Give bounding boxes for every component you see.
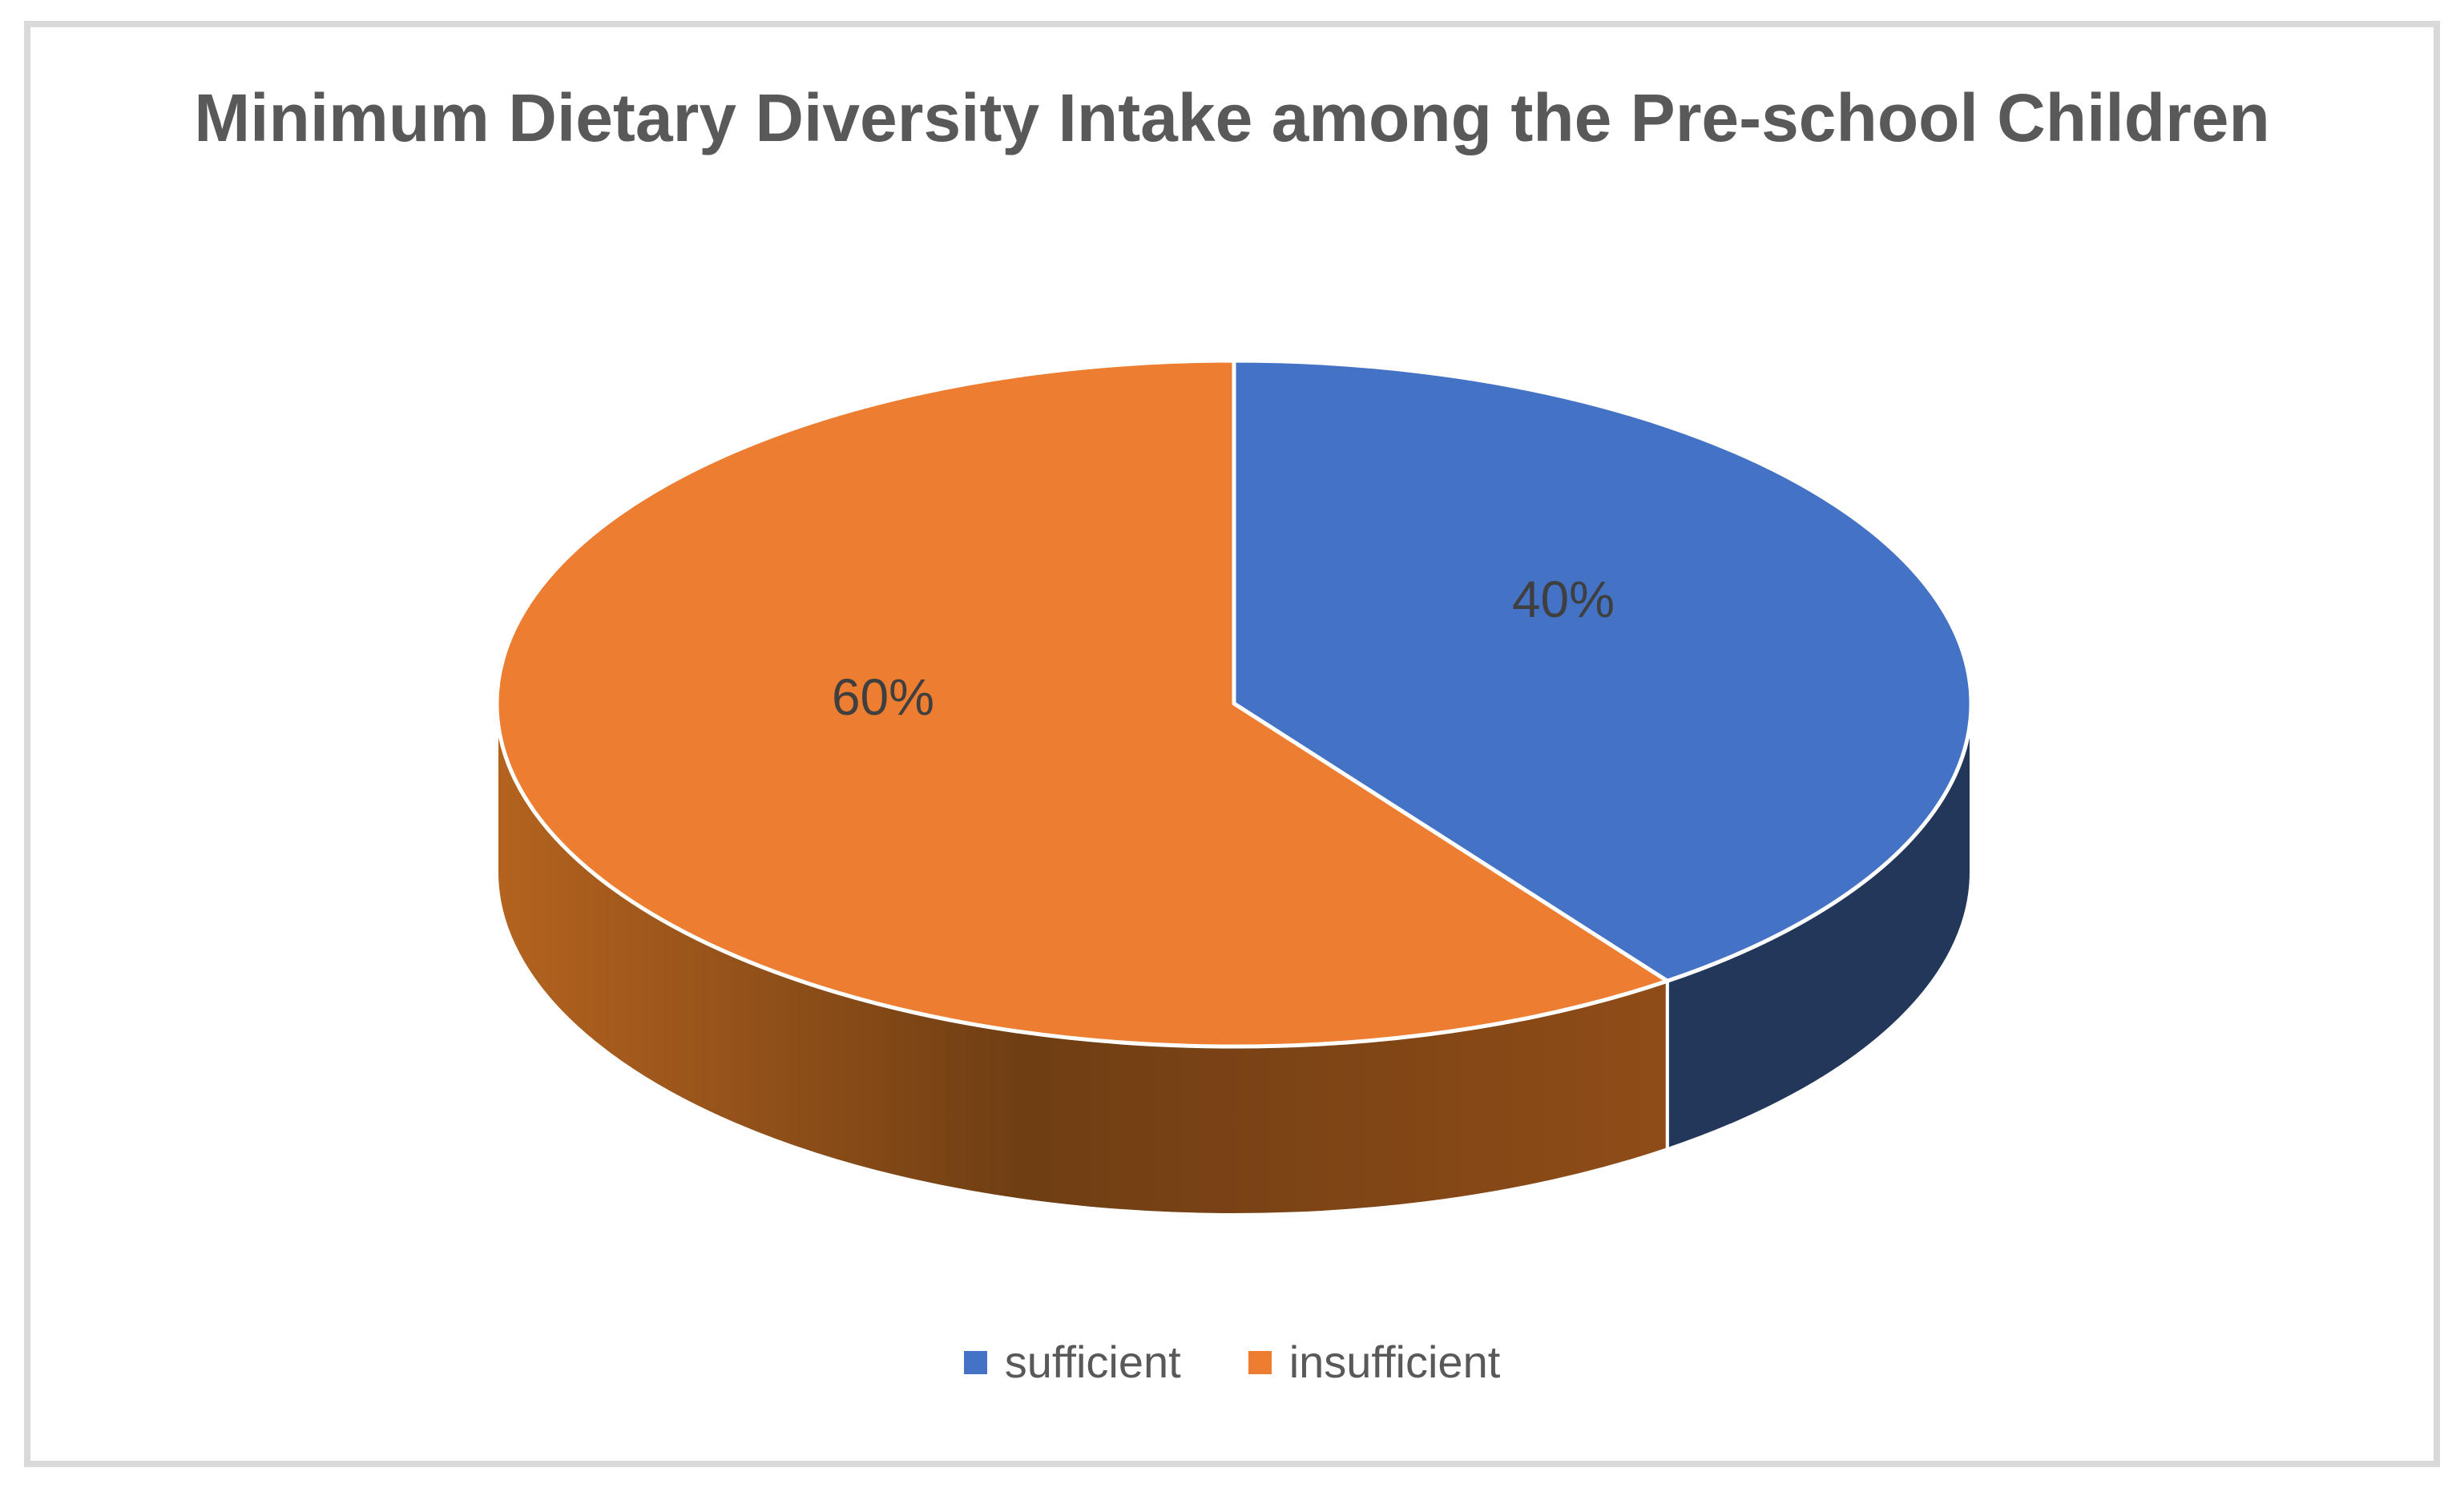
data-label-sufficient: 40% <box>1511 571 1615 628</box>
legend-label-insufficient: insufficient <box>1288 1337 1501 1387</box>
legend-item-insufficient[interactable]: insufficient <box>1248 1337 1501 1387</box>
data-label-insufficient: 60% <box>831 668 935 726</box>
legend-swatch-insufficient-icon <box>1248 1350 1272 1374</box>
legend-item-sufficient[interactable]: sufficient <box>963 1337 1181 1387</box>
legend-swatch-sufficient-icon <box>963 1350 987 1374</box>
legend-label-sufficient: sufficient <box>1004 1337 1181 1387</box>
pie-slice-sufficient[interactable] <box>1232 358 1974 983</box>
pie-slice-insufficient[interactable] <box>494 358 1670 1049</box>
chart-title: Minimum Dietary Diversity Intake among t… <box>0 67 2464 168</box>
chart-title-text: Minimum Dietary Diversity Intake among t… <box>194 80 2270 155</box>
chart-legend: sufficient insufficient <box>0 1340 2464 1385</box>
